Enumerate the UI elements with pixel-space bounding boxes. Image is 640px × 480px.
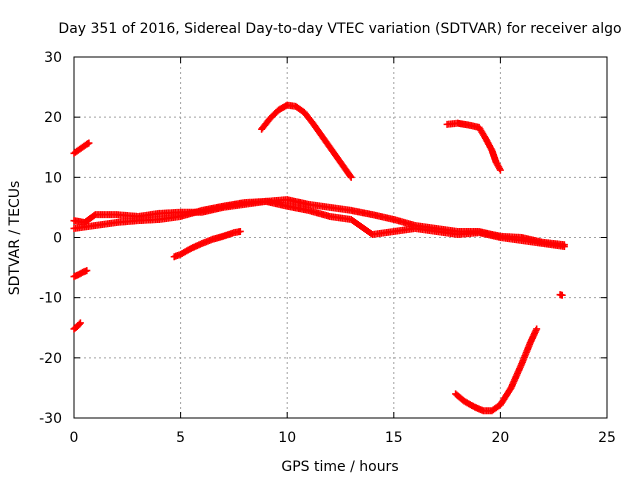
chart-title: Day 351 of 2016, Sidereal Day-to-day VTE… bbox=[58, 21, 621, 37]
series-arc-start-minus15 bbox=[70, 319, 84, 333]
data-point bbox=[347, 173, 355, 181]
axis-ticks: 0 5 10 15 20 25 -30 -20 -10 0 10 20 30 bbox=[39, 50, 616, 446]
series-arc-start-positive bbox=[70, 139, 93, 157]
x-tick-label: 20 bbox=[491, 430, 509, 446]
series-arc-deep-valley bbox=[452, 325, 541, 415]
y-tick-label: 30 bbox=[44, 50, 62, 66]
x-axis-label: GPS time / hours bbox=[281, 459, 398, 475]
y-tick-label: 20 bbox=[44, 110, 62, 126]
data-point bbox=[236, 227, 244, 235]
series-isolated-point bbox=[556, 291, 566, 299]
series-arc-main-lower bbox=[70, 197, 568, 251]
x-tick-label: 0 bbox=[70, 430, 79, 446]
x-tick-label: 10 bbox=[278, 430, 296, 446]
y-tick-label: 0 bbox=[53, 231, 62, 247]
x-tick-label: 15 bbox=[385, 430, 403, 446]
x-tick-label: 5 bbox=[176, 430, 185, 446]
data-marker bbox=[75, 320, 83, 328]
data-series bbox=[70, 101, 568, 415]
series-arc-start-minus6 bbox=[70, 267, 91, 281]
data-point bbox=[533, 325, 541, 333]
y-tick-label: -20 bbox=[39, 351, 62, 367]
data-point bbox=[76, 319, 84, 327]
data-point bbox=[560, 243, 568, 251]
y-axis-label: SDTVAR / TECUs bbox=[7, 181, 23, 296]
series-arc-daytime-peak bbox=[258, 101, 355, 181]
y-tick-label: -30 bbox=[39, 411, 62, 427]
x-tick-label: 25 bbox=[598, 430, 616, 446]
data-marker bbox=[346, 172, 354, 180]
series-arc-rising-morning bbox=[170, 227, 244, 261]
series-arc-late-decline bbox=[443, 119, 504, 174]
grid bbox=[74, 57, 607, 418]
data-point bbox=[496, 166, 504, 174]
y-tick-label: -10 bbox=[39, 291, 62, 307]
y-tick-label: 10 bbox=[44, 170, 62, 186]
data-point bbox=[83, 267, 91, 275]
data-point bbox=[558, 291, 566, 299]
data-point bbox=[85, 139, 93, 147]
